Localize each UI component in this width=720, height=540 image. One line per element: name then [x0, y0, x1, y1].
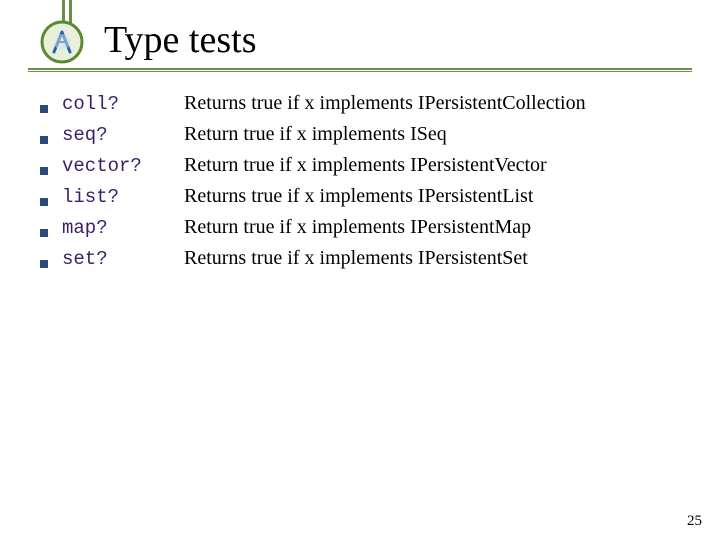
function-description: Returns true if x implements IPersistent…	[184, 185, 690, 208]
slide-title: Type tests	[104, 18, 256, 62]
bullet-icon	[40, 260, 48, 268]
clojure-logo	[40, 20, 84, 64]
bullet-list: coll? Returns true if x implements IPers…	[40, 92, 690, 278]
list-item: seq? Return true if x implements ISeq	[40, 123, 690, 146]
function-description: Returns true if x implements IPersistent…	[184, 92, 690, 115]
function-name: map?	[62, 217, 184, 239]
list-item: vector? Return true if x implements IPer…	[40, 154, 690, 177]
bullet-icon	[40, 167, 48, 175]
function-description: Return true if x implements IPersistentM…	[184, 216, 690, 239]
function-description: Return true if x implements ISeq	[184, 123, 690, 146]
bullet-icon	[40, 136, 48, 144]
function-name: coll?	[62, 93, 184, 115]
bullet-icon	[40, 105, 48, 113]
function-description: Returns true if x implements IPersistent…	[184, 247, 690, 270]
list-item: coll? Returns true if x implements IPers…	[40, 92, 690, 115]
list-item: set? Returns true if x implements IPersi…	[40, 247, 690, 270]
function-name: vector?	[62, 155, 184, 177]
list-item: list? Returns true if x implements IPers…	[40, 185, 690, 208]
bullet-icon	[40, 198, 48, 206]
function-name: seq?	[62, 124, 184, 146]
function-description: Return true if x implements IPersistentV…	[184, 154, 690, 177]
bullet-icon	[40, 229, 48, 237]
list-item: map? Return true if x implements IPersis…	[40, 216, 690, 239]
function-name: set?	[62, 248, 184, 270]
title-underline	[28, 68, 692, 73]
page-number: 25	[687, 513, 702, 530]
function-name: list?	[62, 186, 184, 208]
